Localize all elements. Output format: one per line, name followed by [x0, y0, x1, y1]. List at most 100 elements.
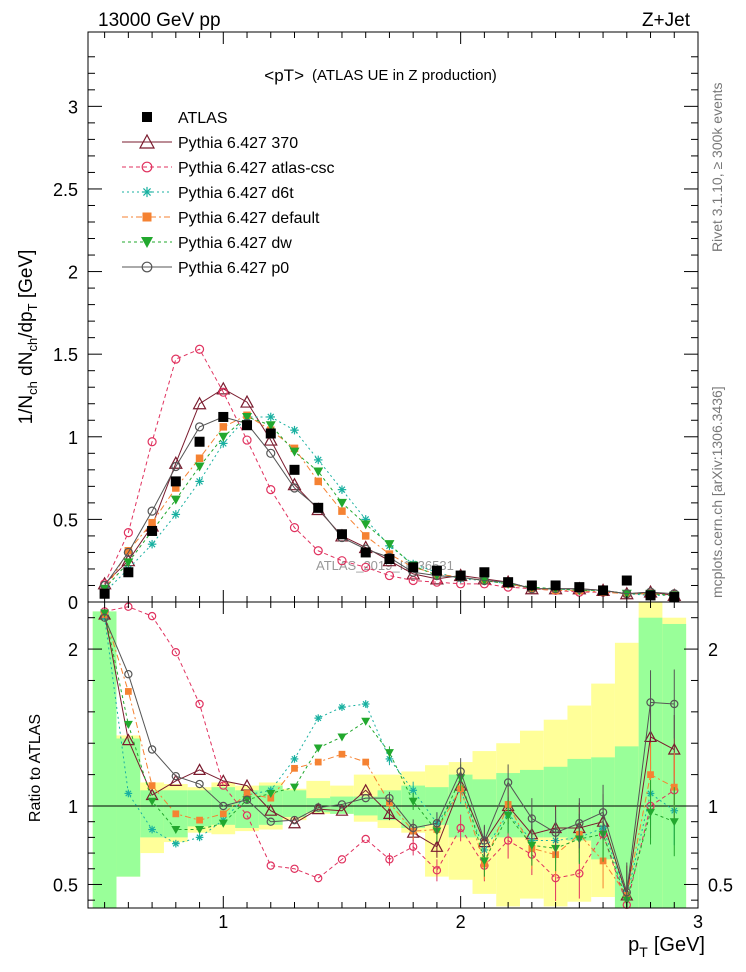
series-point-4: [123, 558, 134, 568]
ratio-point-4: [147, 797, 157, 806]
legend-marker-1: [138, 133, 156, 149]
series-point-0: [168, 455, 183, 469]
ratio-point-2: [148, 825, 156, 834]
ratio-point-5: [646, 698, 655, 707]
legend-marker-2: [141, 161, 153, 173]
series-point-0: [240, 394, 255, 408]
data-point: [242, 420, 253, 431]
series-point-5: [171, 461, 181, 472]
x-tick-label: 3: [693, 912, 703, 932]
ratio-point-1: [575, 869, 584, 878]
y-label-part-4: [GeV]: [16, 250, 37, 304]
main-marks: [97, 344, 682, 603]
ratio-point-3: [647, 771, 654, 778]
ratio-point-1: [337, 855, 347, 864]
series-point-1: [242, 435, 252, 445]
stat-band: [543, 766, 568, 838]
series-point-4: [194, 462, 205, 472]
ratio-point-5: [575, 819, 584, 828]
data-point: [621, 575, 632, 586]
legend-label-1: Pythia 6.427 370: [178, 135, 298, 152]
legend-marker-5: [141, 237, 153, 248]
data-point: [526, 580, 537, 591]
series-point-0: [192, 396, 207, 410]
series-point-1: [361, 562, 371, 572]
ratio-point-4: [384, 749, 394, 758]
ratio-point-5: [219, 801, 228, 811]
ratio-point-3: [291, 764, 298, 772]
ratio-point-4: [218, 819, 228, 828]
ratio-point-4: [289, 783, 299, 792]
series-point-2: [337, 485, 347, 494]
ratio-point-3: [267, 794, 275, 802]
x-axis-label: pT [GeV]: [628, 934, 705, 960]
series-point-0: [216, 381, 231, 395]
ratio-y-tick-label: 1: [68, 797, 78, 817]
series-point-5: [266, 448, 276, 458]
series-point-1: [384, 570, 395, 581]
ratio-point-5: [242, 795, 252, 804]
header-right: Z+Jet: [642, 10, 691, 31]
series-point-3: [219, 423, 228, 431]
y-label-part-1: 1/N: [16, 395, 37, 425]
series-point-3: [172, 484, 180, 492]
series-point-5: [147, 506, 157, 516]
ratio-point-4: [408, 797, 418, 806]
ratio-point-3: [314, 758, 322, 766]
series-point-1: [289, 523, 300, 533]
ratio-point-5: [290, 815, 299, 825]
ratio-point-4: [266, 789, 276, 798]
series-point-2: [219, 439, 228, 448]
series-point-2: [266, 412, 276, 422]
y-label-sub-2: ch: [25, 338, 40, 352]
ratio-point-5: [337, 800, 347, 809]
ratio-point-4: [479, 857, 489, 866]
ratio-point-5: [598, 808, 608, 817]
ratio-point-4: [669, 818, 679, 827]
legend-marker-6: [141, 261, 153, 273]
ratio-point-0: [264, 803, 278, 816]
ratio-point-5: [266, 817, 275, 826]
legend-label-3: Pythia 6.427 d6t: [178, 185, 294, 202]
x-tick-label: 1: [218, 912, 228, 932]
series-point-2: [171, 510, 181, 519]
series-point-5: [194, 422, 205, 432]
data-point: [336, 529, 347, 540]
ratio-point-4: [171, 826, 181, 835]
mcplots-label: mcplots.cern.ch [arXiv:1306.3436]: [709, 386, 725, 598]
series-point-5: [123, 547, 133, 558]
series-point-1: [147, 437, 157, 447]
stat-band: [116, 738, 141, 877]
main-panel: <pT> (ATLAS UE in Z production) ATLAS_20…: [53, 31, 699, 613]
series-point-0: [406, 566, 421, 580]
y-axis-label: 1/Nch dNch/dpT [GeV]: [16, 250, 40, 425]
ratio-point-5: [503, 778, 513, 787]
ratio-point-2: [338, 703, 346, 711]
data-point: [194, 436, 205, 447]
x-label-main: p: [628, 934, 639, 956]
y-label-sub-1: ch: [25, 381, 40, 395]
series-point-4: [170, 495, 181, 505]
stat-band: [140, 790, 164, 838]
series-point-1: [266, 485, 276, 495]
x-label-sub: T: [639, 944, 648, 960]
ratio-point-4: [361, 717, 371, 726]
legend-marker-0: [142, 112, 152, 122]
ratio-point-1: [503, 836, 513, 845]
ratio-point-1: [171, 648, 181, 657]
ratio-y-axis-label: Ratio to ATLAS: [27, 714, 44, 822]
data-point: [408, 562, 419, 573]
series-point-3: [124, 547, 133, 555]
data-point: [99, 588, 110, 599]
ratio-point-0: [121, 733, 135, 746]
ratio-y-tick-label-right: 2: [708, 640, 718, 660]
series-point-4: [313, 467, 324, 477]
main-axes: 0 0.5 1 1.5 2 2.5 3: [53, 31, 699, 613]
series-point-2: [195, 477, 204, 486]
data-point: [431, 565, 442, 576]
ratio-point-5: [480, 836, 489, 845]
ratio-point-1: [195, 699, 204, 709]
ratio-point-5: [171, 771, 181, 781]
ratio-point-3: [243, 790, 251, 797]
